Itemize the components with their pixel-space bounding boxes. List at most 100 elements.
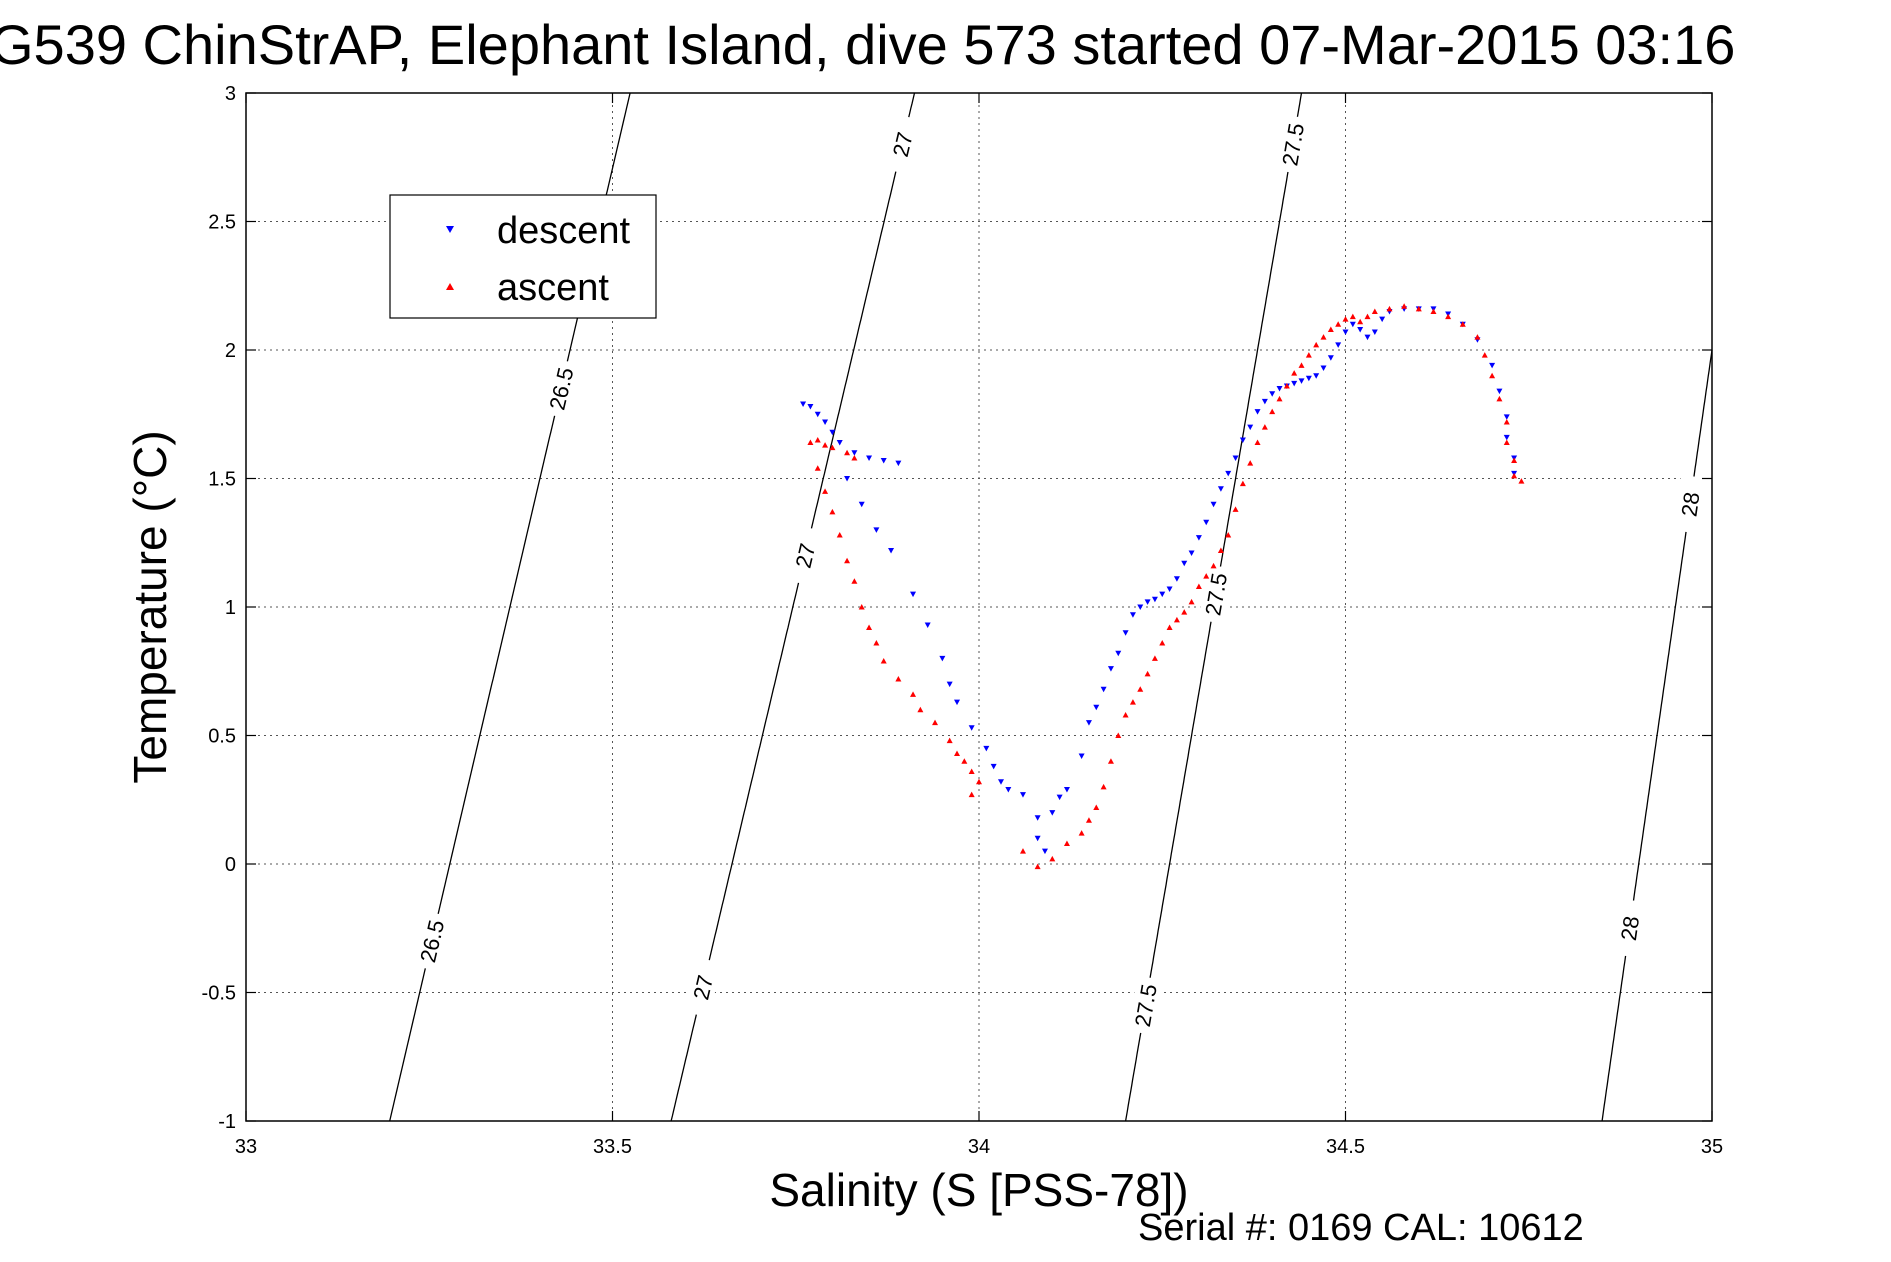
point-descent	[997, 779, 1004, 785]
point-ascent	[1349, 313, 1356, 320]
point-descent	[946, 681, 953, 688]
point-descent	[1188, 550, 1195, 557]
point-ascent	[844, 557, 851, 564]
point-ascent	[1415, 305, 1422, 312]
grid	[246, 93, 1712, 1121]
point-descent	[858, 501, 865, 508]
point-ascent	[1298, 362, 1305, 368]
point-descent	[1291, 380, 1298, 387]
point-ascent	[1511, 472, 1518, 479]
point-ascent	[822, 488, 829, 494]
point-descent	[880, 458, 887, 464]
point-descent	[1122, 630, 1129, 636]
contour-label: 27.5	[1277, 121, 1309, 167]
point-descent	[888, 547, 895, 554]
point-descent	[1269, 391, 1276, 397]
point-descent	[1503, 414, 1510, 420]
point-ascent	[829, 508, 836, 515]
point-descent	[1225, 470, 1232, 477]
y-tick-label: 0.5	[208, 726, 236, 748]
point-descent	[1276, 386, 1283, 392]
point-ascent	[844, 449, 851, 456]
point-descent	[1379, 316, 1386, 323]
point-ascent	[1151, 655, 1158, 661]
point-descent	[1298, 378, 1305, 384]
point-ascent	[1489, 372, 1496, 379]
y-tick-label: 2	[225, 340, 236, 362]
point-ascent	[880, 657, 887, 664]
x-tick-label: 33	[235, 1136, 257, 1158]
contour-label-bg	[541, 358, 581, 419]
point-ascent	[961, 758, 968, 764]
point-ascent	[1335, 321, 1342, 327]
point-ascent	[1129, 699, 1136, 705]
point-descent	[1261, 398, 1268, 405]
point-ascent	[836, 532, 843, 538]
point-ascent	[807, 439, 814, 446]
point-ascent	[976, 778, 982, 785]
x-axis-label: Salinity (S [PSS-78])	[769, 1164, 1188, 1216]
point-ascent	[1225, 532, 1232, 538]
point-descent	[1100, 686, 1107, 693]
point-descent	[1195, 535, 1202, 541]
point-ascent	[1276, 395, 1283, 402]
point-ascent	[1459, 321, 1466, 327]
point-ascent	[1078, 830, 1085, 836]
point-descent	[1503, 434, 1510, 441]
point-ascent	[1269, 408, 1276, 415]
x-tick-label: 34	[968, 1136, 990, 1158]
point-ascent	[1327, 326, 1334, 332]
point-ascent	[1371, 308, 1378, 314]
point-ascent	[1115, 732, 1122, 738]
point-descent	[1305, 375, 1312, 382]
contour-label-bg	[1673, 474, 1707, 534]
contour-label-bg	[683, 957, 722, 1018]
point-ascent	[1503, 418, 1510, 425]
point-ascent	[1063, 840, 1070, 846]
point-ascent	[954, 750, 961, 756]
contour-label-bg	[1612, 898, 1647, 958]
point-ascent	[822, 442, 829, 448]
point-descent	[1041, 848, 1048, 855]
y-tick-label: 1	[225, 597, 236, 619]
legend-marker-ascent	[446, 283, 454, 290]
contour-label-bg	[412, 910, 451, 972]
point-ascent	[910, 691, 917, 697]
point-ascent	[1518, 478, 1525, 484]
point-descent	[939, 655, 946, 662]
point-descent	[1232, 455, 1239, 461]
point-ascent	[1034, 863, 1041, 870]
point-descent	[866, 455, 873, 461]
point-descent	[1078, 753, 1085, 760]
point-ascent	[1173, 616, 1180, 623]
legend-box	[389, 194, 657, 319]
point-ascent	[1364, 313, 1371, 320]
point-descent	[836, 440, 843, 446]
contour-27: 27 27 27	[670, 92, 922, 1122]
x-tick-label: 33.5	[593, 1136, 632, 1158]
point-descent	[1496, 388, 1503, 395]
legend-marker-descent	[446, 226, 454, 233]
point-ascent	[1291, 370, 1298, 376]
point-ascent	[1122, 711, 1129, 718]
point-ascent	[946, 737, 953, 744]
point-ascent	[1181, 609, 1188, 615]
point-ascent	[1019, 848, 1026, 854]
y-tick-label: 1.5	[208, 469, 236, 491]
point-ascent	[1239, 480, 1246, 487]
y-tick-label: 0	[225, 854, 236, 876]
point-ascent	[1283, 382, 1290, 389]
point-descent	[990, 763, 997, 770]
point-descent	[1364, 334, 1371, 341]
point-ascent	[1430, 308, 1437, 314]
point-descent	[1115, 650, 1122, 657]
point-ascent	[1210, 562, 1217, 569]
point-descent	[1335, 342, 1342, 348]
point-ascent	[866, 624, 873, 631]
point-ascent	[1474, 334, 1481, 340]
point-ascent	[1503, 439, 1510, 446]
point-ascent	[1159, 639, 1166, 646]
point-ascent	[851, 454, 858, 461]
y-tick-label: -0.5	[202, 983, 236, 1005]
point-ascent	[1217, 547, 1224, 553]
